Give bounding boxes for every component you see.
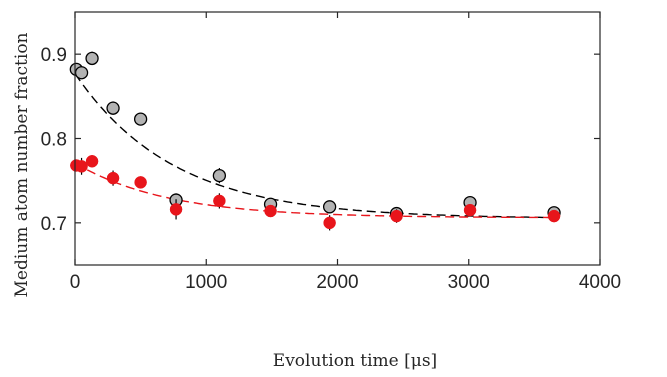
x-tick-label: 1000 [185,272,227,293]
data-point [106,171,120,185]
data-point [322,200,337,214]
y-axis-label: Medium atom number fraction [12,32,32,297]
y-tick-label: 0.7 [41,214,67,235]
data-point [390,209,403,223]
plot-frame [74,11,601,266]
y-axis-ticks: 0.7 0.8 0.9 [41,45,600,235]
data-point [75,160,88,173]
data-point [213,194,226,208]
data-point [463,203,477,217]
data-point [212,168,227,183]
data-point [106,101,120,115]
data-points [69,51,561,231]
fit-curve-1 [74,162,553,219]
data-point [74,66,89,80]
y-tick-label: 0.9 [41,45,67,66]
data-point [85,51,99,66]
data-point [134,176,147,189]
x-tick-label: 4000 [579,272,621,293]
x-axis-ticks: 0 1000 2000 3000 4000 [70,12,621,293]
fit-curve-0 [74,73,553,219]
data-point [133,112,148,126]
x-tick-label: 3000 [448,272,490,293]
data-point [264,204,277,218]
x-tick-label: 0 [70,272,81,293]
x-axis-label: Evolution time [μs] [273,351,437,371]
data-point [323,216,336,230]
fit-curves [74,73,553,219]
data-point [85,155,99,168]
x-tick-label: 2000 [316,272,358,293]
data-point [547,209,561,223]
data-point [169,203,183,216]
y-tick-label: 0.8 [41,130,67,151]
